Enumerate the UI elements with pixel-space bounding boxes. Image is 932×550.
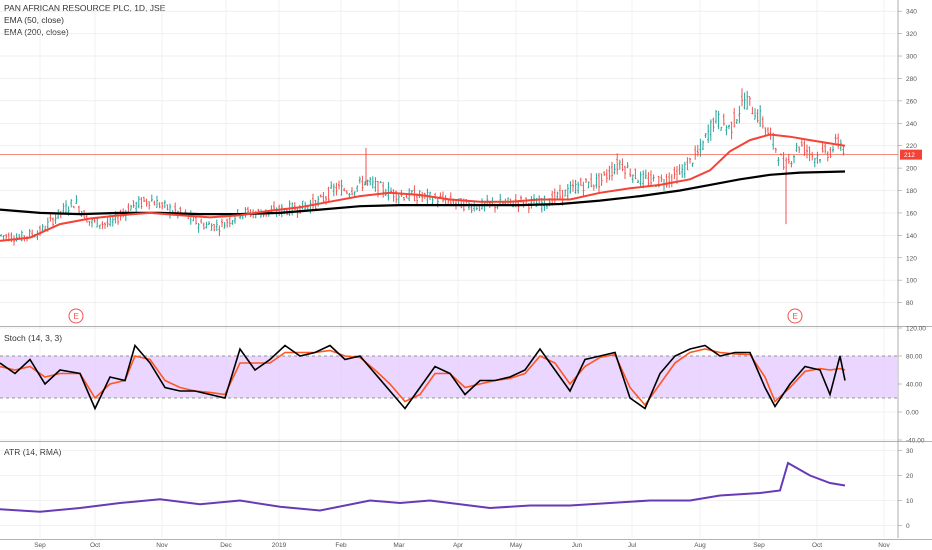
earnings-marker — [68, 308, 84, 324]
y-tick-label: 0.00 — [906, 410, 919, 417]
x-tick-label: Jul — [628, 542, 637, 549]
last-price-box — [900, 149, 922, 160]
x-tick-label: May — [510, 542, 523, 549]
x-tick-label: Aug — [694, 542, 706, 549]
y-tick-label: 320 — [906, 31, 917, 38]
stoch-title[interactable]: Stoch (14, 3, 3) — [4, 333, 63, 343]
y-tick-label: 100 — [906, 278, 917, 285]
symbol-legend[interactable]: PAN AFRICAN RESOURCE PLC, 1D, JSE — [4, 3, 166, 13]
ema200-legend[interactable]: EMA (200, close) — [4, 27, 69, 37]
last-price-label: 212 — [904, 152, 915, 159]
y-tick-label: 120.00 — [906, 326, 926, 333]
x-tick-label: 2019 — [272, 542, 287, 549]
x-tick-label: Oct — [812, 542, 822, 549]
x-tick-label: Sep — [753, 542, 765, 549]
earnings-marker-label: E — [793, 312, 798, 321]
x-tick-label: Jun — [572, 542, 583, 549]
x-tick-label: Oct — [90, 542, 100, 549]
y-tick-label: 340 — [906, 9, 917, 16]
y-tick-label: 40.00 — [906, 382, 923, 389]
y-tick-label: 180 — [906, 188, 917, 195]
x-tick-label: Mar — [393, 542, 405, 549]
y-tick-label: 260 — [906, 98, 917, 105]
x-tick-label: Apr — [453, 542, 464, 549]
stoch-band — [0, 356, 898, 398]
y-tick-label: 80 — [906, 300, 914, 307]
stoch-k-line — [0, 343, 846, 411]
x-tick-label: Dec — [220, 542, 232, 549]
y-tick-label: 0 — [906, 523, 910, 530]
atr-line — [0, 461, 846, 513]
x-tick-label: Feb — [335, 542, 347, 549]
y-tick-label: 280 — [906, 76, 917, 83]
y-tick-label: 240 — [906, 121, 917, 128]
earnings-marker — [787, 308, 803, 324]
y-tick-label: 140 — [906, 233, 917, 240]
y-tick-label: 300 — [906, 54, 917, 61]
y-tick-label: 200 — [906, 166, 917, 173]
y-tick-label: -40.00 — [906, 438, 925, 445]
ema50-legend[interactable]: EMA (50, close) — [4, 15, 64, 25]
ema50-line — [0, 133, 846, 242]
atr-title[interactable]: ATR (14, RMA) — [4, 447, 62, 457]
y-tick-label: 160 — [906, 210, 917, 217]
y-tick-label: 30 — [906, 448, 914, 455]
earnings-marker-label: E — [74, 312, 79, 321]
y-tick-label: 20 — [906, 473, 914, 480]
y-tick-label: 120 — [906, 255, 917, 262]
y-tick-label: 80.00 — [906, 354, 923, 361]
x-tick-label: Nov — [878, 542, 890, 549]
x-tick-label: Nov — [156, 542, 168, 549]
y-tick-label: 10 — [906, 498, 914, 505]
x-tick-label: Sep — [34, 542, 46, 549]
y-tick-label: 220 — [906, 143, 917, 150]
